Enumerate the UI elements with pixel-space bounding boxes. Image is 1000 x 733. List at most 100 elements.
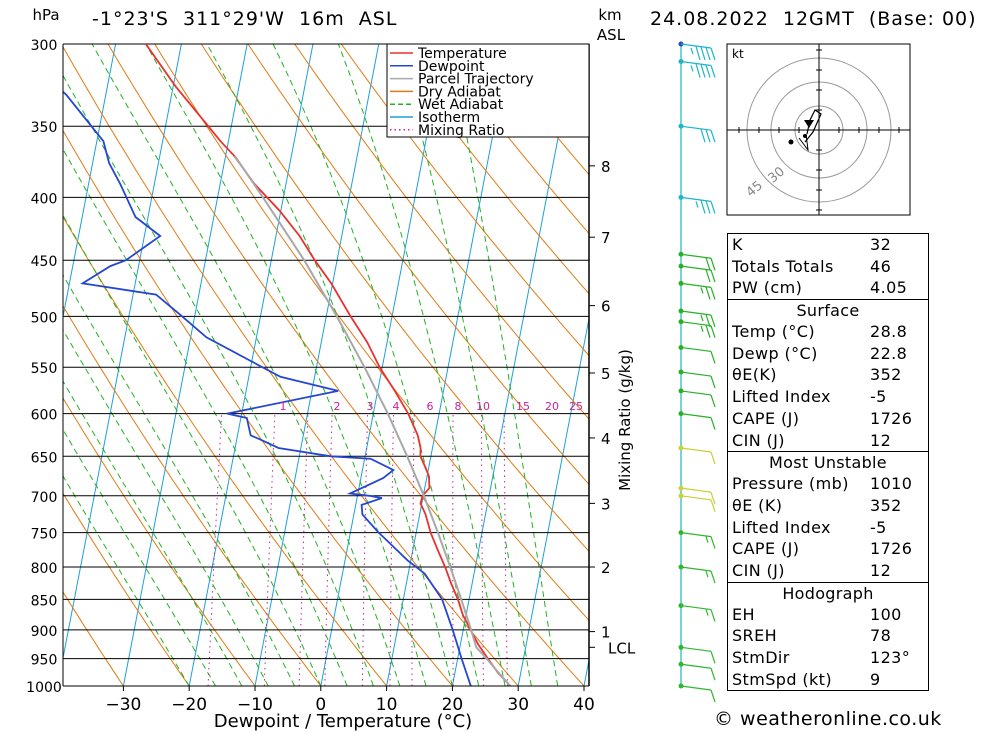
index-row: Totals Totals 46 (732, 256, 892, 276)
wind-barb-flag (710, 325, 716, 338)
wind-barb-flag (705, 257, 711, 271)
pressure-tick-label: 700 (31, 490, 58, 506)
wind-barb-staff (680, 371, 712, 377)
pressure-tick-label: 850 (31, 593, 58, 609)
km-unit-label: km (598, 6, 621, 24)
index-row: Dewp (°C) 22.8 (732, 343, 908, 363)
pressure-tick-label: 300 (31, 38, 58, 54)
height-tick-label: 2 (601, 559, 611, 577)
wind-barb-flag (710, 394, 716, 408)
index-row: CIN (J) 12 (732, 430, 892, 450)
most-unstable-section: Most Unstable Pressure (mb) 1010 θE (K) 35… (728, 451, 928, 581)
wind-barb-half-flag (690, 65, 694, 72)
wind-barb-flag (710, 570, 716, 584)
wind-barb-staff (680, 663, 712, 669)
wind-barb-flag (710, 499, 716, 512)
parcel-trajectory-line (233, 155, 512, 686)
dry-adiabat-line (294, 44, 589, 420)
isotherm-line (188, 44, 314, 686)
mixing-ratio-line (207, 413, 223, 686)
mixing-ratio-tick-label: 2 (334, 400, 341, 413)
height-tick-label: 7 (601, 229, 611, 247)
wind-barb-flag (710, 130, 716, 143)
wind-barb-half-flag (700, 325, 704, 332)
wind-barb-flag (710, 65, 716, 78)
index-row: Temp (°C) 28.8 (732, 322, 908, 342)
wind-barb-half-flag (700, 314, 704, 322)
indices-panel: K 32 Totals Totals 46 PW (cm) 4.05 Surfa… (727, 233, 929, 692)
wind-barb-staff (680, 566, 712, 572)
legend-box (386, 43, 590, 138)
wet-adiabat-line (91, 44, 401, 686)
dry-adiabat-line (63, 591, 124, 686)
height-tick-label: 3 (601, 495, 611, 513)
mixing-ratio-line (298, 413, 309, 686)
isotherm-line (517, 316, 589, 686)
wind-barb-flag (710, 491, 716, 505)
pressure-tick-label: 900 (31, 624, 58, 640)
height-tick-label: 8 (601, 158, 611, 176)
wind-barb-flag (710, 287, 716, 300)
wind-barb-flag (710, 651, 716, 664)
wind-barb-staff (680, 532, 712, 538)
wind-barb-staff (680, 310, 712, 316)
legend-entry-label: Isotherm (418, 110, 480, 126)
legend-entry-label: Wet Adiabat (418, 97, 504, 113)
mixing-ratio-line (263, 413, 276, 686)
wind-barb-staff (680, 43, 712, 49)
isotherm-line (320, 44, 446, 686)
pressure-tick-label: 500 (31, 310, 58, 326)
hodograph-heading: Hodograph (782, 583, 874, 603)
index-row: Lifted Index -5 (732, 387, 887, 407)
hodograph-section: Hodograph EH 100 SREH 78 StmDir 123° StmSpd… (728, 581, 928, 691)
mixing-ratio-line (452, 413, 454, 686)
index-row: StmDir 123° (732, 648, 911, 667)
temperature-tick-label: 30 (507, 695, 529, 715)
isotherm-line (122, 44, 248, 686)
dry-adiabat-line (63, 129, 453, 686)
wind-barb-flag (710, 375, 716, 389)
wind-barb-flag (710, 668, 716, 681)
wind-barb-flag (705, 269, 711, 283)
index-row: CAPE (J) 1726 (732, 539, 913, 559)
wind-barb-half-flag (690, 47, 694, 55)
wind-barb-flag (710, 201, 716, 214)
wind-barb-flag (705, 200, 711, 214)
mixing-ratio-tick-label: 8 (455, 400, 462, 413)
wind-barb-flag (700, 200, 706, 214)
wind-barb-staff (680, 196, 712, 202)
wind-barb-staff (680, 646, 712, 652)
site-credit[interactable]: © weatheronline.co.uk (714, 708, 942, 730)
surface-heading: Surface (796, 301, 860, 321)
mixing-ratio-tick-label: 20 (545, 400, 559, 413)
temperature-tick-label: 20 (442, 695, 464, 715)
wind-barb-flag (695, 46, 701, 61)
legend-entry-label: Dewpoint (418, 59, 485, 75)
wind-barb-half-flag (705, 536, 709, 543)
index-row: PW (cm) 4.05 (732, 278, 908, 298)
index-row: θE (K) 352 (732, 495, 902, 515)
wet-adiabat-line (63, 74, 374, 686)
index-row: Pressure (mb) 1010 (732, 474, 913, 494)
location-title: -1°23'S 311°29'W 16m ASL (92, 8, 398, 30)
legend-entry-label: Mixing Ratio (418, 123, 504, 139)
index-row: θE(K) 352 (732, 365, 902, 385)
wind-barb-flag (710, 451, 716, 465)
hodograph-trace (798, 133, 809, 152)
pressure-tick-label: 750 (31, 527, 58, 543)
legend-entry-label: Temperature (417, 46, 507, 62)
height-tick-label: 5 (601, 365, 611, 383)
wet-adiabat-line (63, 475, 190, 686)
dry-adiabat-line (107, 44, 585, 686)
wind-barb-flag (710, 314, 716, 328)
temperature-tick-label: −30 (105, 695, 141, 715)
pressure-tick-label: 1000 (26, 680, 62, 696)
temperature-tick-label: −10 (237, 695, 273, 715)
index-row: StmSpd (kt) 9 (732, 669, 881, 689)
pressure-tick-label: 600 (31, 408, 58, 424)
wind-barb-staff (680, 60, 712, 67)
temperature-tick-label: 10 (376, 695, 398, 715)
wind-barb-flag (695, 63, 701, 78)
pressure-tick-label: 450 (31, 254, 58, 270)
